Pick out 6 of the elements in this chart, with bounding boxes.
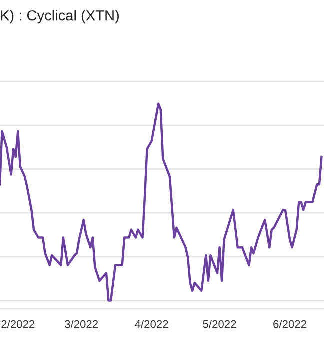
x-tick-label: 6/2022 — [274, 320, 306, 328]
chart-title: K) : Cyclical (XTN) — [1, 10, 119, 24]
x-tick-label: 3/2022 — [65, 320, 98, 328]
x-tick-label: 4/2022 — [135, 320, 168, 328]
x-tick-label: 5/2022 — [203, 320, 236, 328]
x-tick-label: 2/2022 — [2, 320, 35, 328]
